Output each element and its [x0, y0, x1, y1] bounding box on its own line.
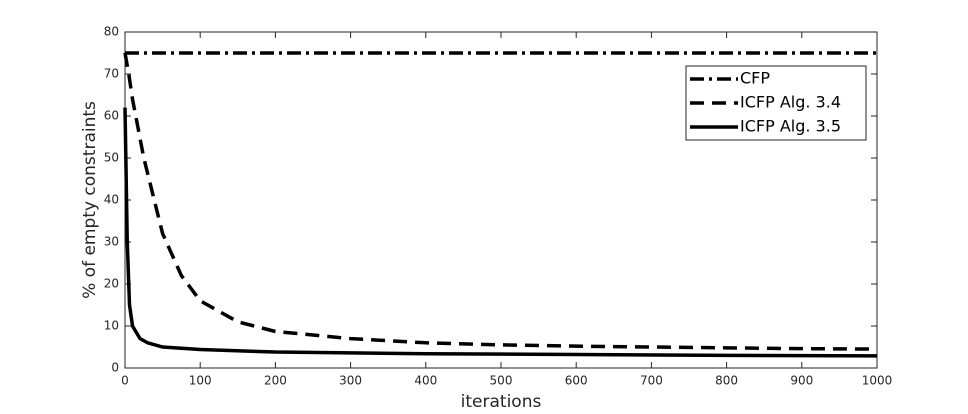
legend-label: ICFP Alg. 3.4 [740, 93, 841, 112]
y-tick-label: 80 [104, 25, 119, 39]
line-series [123, 52, 878, 351]
x-tick-label: 600 [565, 374, 588, 388]
y-tick-label: 60 [104, 109, 119, 123]
x-tick-label: 100 [189, 374, 212, 388]
x-tick-label: 0 [121, 374, 129, 388]
x-tick-label: 400 [414, 374, 437, 388]
y-axis-label: % of empty constraints [80, 101, 100, 299]
x-tick-label: 700 [640, 374, 663, 388]
y-tick-label: 30 [104, 235, 119, 249]
legend-label: CFP [740, 69, 770, 88]
x-tick-label: 900 [790, 374, 813, 388]
x-tick-label: 500 [490, 374, 513, 388]
y-tick-label: 20 [104, 277, 119, 291]
x-tick-label: 800 [715, 374, 738, 388]
legend-label: ICFP Alg. 3.5 [740, 117, 841, 136]
x-axis-label: iterations [461, 392, 542, 412]
x-tick-label: 200 [264, 374, 287, 388]
x-tick-label: 1000 [862, 374, 893, 388]
y-tick-label: 40 [104, 193, 119, 207]
y-tick-label: 0 [111, 361, 119, 375]
line-series [123, 107, 878, 358]
y-tick-label: 50 [104, 151, 119, 165]
x-tick-label: 300 [339, 374, 362, 388]
y-tick-label: 70 [104, 67, 119, 81]
y-tick-label: 10 [104, 319, 119, 333]
